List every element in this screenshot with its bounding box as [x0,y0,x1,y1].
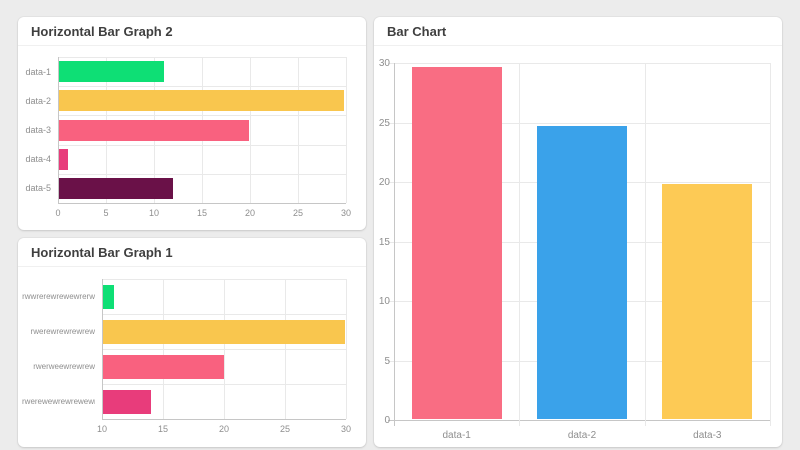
bar-data-3[interactable] [662,184,753,419]
card-horizontal-bar-graph-2: Horizontal Bar Graph 2 0 5 10 15 20 25 30 data-… [18,17,366,230]
category-label: data-3 [693,430,722,441]
bar-rwerewrewrewrew[interactable] [103,319,345,344]
gridline [519,63,521,426]
bar-rwerewewrewrewewr[interactable] [103,389,151,414]
gridline [770,63,771,426]
card-header: Horizontal Bar Graph 1 [18,238,366,267]
category-label: rwwrerewrewewrerw [22,291,95,301]
category-label: data-4 [25,154,51,165]
gridline [224,279,225,419]
x-tick-label: 20 [218,424,229,434]
gridline [285,279,286,419]
bar-data-2[interactable] [537,126,627,419]
gridline [346,279,347,419]
category-label: data-3 [25,125,51,135]
x-axis-line [58,203,346,204]
bar-data-1[interactable] [411,66,502,419]
y-tick-label: 10 [378,296,390,307]
bar-data-3[interactable] [59,119,250,141]
horizontal-bar-graph-1-canvas[interactable]: 10 15 20 25 30 rwwrerewrewewrerw rwerewrewrewr… [18,267,366,446]
card-title: Bar Chart [387,23,447,39]
horizontal-bar-graph-2-canvas[interactable]: 0 5 10 15 20 25 30 data-1 data-2 data-3 data-4 data… [18,46,366,229]
y-tick-label: 30 [378,58,390,69]
x-tick-label: 25 [279,424,290,434]
x-tick-label: 10 [96,424,107,434]
category-label: rwerewewrewrewewr [22,396,95,406]
card-title: Horizontal Bar Graph 2 [31,23,173,39]
gridline [163,279,164,419]
x-tick-label: 5 [103,208,109,218]
x-tick-label: 15 [196,208,207,218]
bar-data-5[interactable] [59,177,174,199]
x-tick-label: 30 [340,208,351,218]
x-tick-label: 30 [340,424,351,434]
card-header: Horizontal Bar Graph 2 [18,17,366,46]
x-tick-label: 15 [157,424,168,434]
y-axis-line [102,279,103,419]
bar-rwwrerewrewewrerw[interactable] [103,284,115,309]
card-bar-chart: Bar Chart 0 5 10 15 20 25 30 data-1 data-2 data-3 [374,17,782,447]
category-label: data-2 [25,95,51,106]
card-horizontal-bar-graph-1: Horizontal Bar Graph 1 10 15 20 25 30 rwwrere… [18,238,366,447]
card-title: Horizontal Bar Graph 1 [31,244,173,260]
bar-data-1[interactable] [59,61,164,83]
y-tick-label: 15 [378,236,390,248]
bar-data-2[interactable] [59,90,345,112]
y-tick-label: 5 [384,355,390,367]
bar-data-4[interactable] [59,148,68,170]
x-tick-label: 25 [292,208,303,218]
category-label: data-2 [567,430,597,441]
category-label: data-5 [25,183,51,194]
x-tick-label: 0 [55,208,61,218]
gridline [388,122,770,124]
gridline [346,57,347,203]
gridline [388,63,770,64]
category-label: data-1 [442,430,471,441]
x-tick-label: 20 [244,208,255,218]
category-label: rwerweewrewrew [33,361,95,371]
card-header: Bar Chart [374,17,782,46]
gridline [250,57,251,203]
gridline [298,57,299,203]
y-axis-line [58,57,59,203]
x-tick-label: 10 [148,208,159,218]
y-tick-label: 25 [378,117,390,129]
category-label: data-1 [25,66,51,77]
y-tick-label: 20 [378,177,390,188]
category-label: rwerewrewrewrew [30,326,95,336]
x-axis-line [388,420,770,421]
y-axis-line [394,63,395,426]
x-axis-line [102,419,346,420]
bar-chart-canvas[interactable]: 0 5 10 15 20 25 30 data-1 data-2 data-3 [374,46,782,446]
bar-rwerweewrewrew[interactable] [103,354,224,379]
y-tick-label: 0 [384,415,390,426]
gridline [644,63,646,426]
